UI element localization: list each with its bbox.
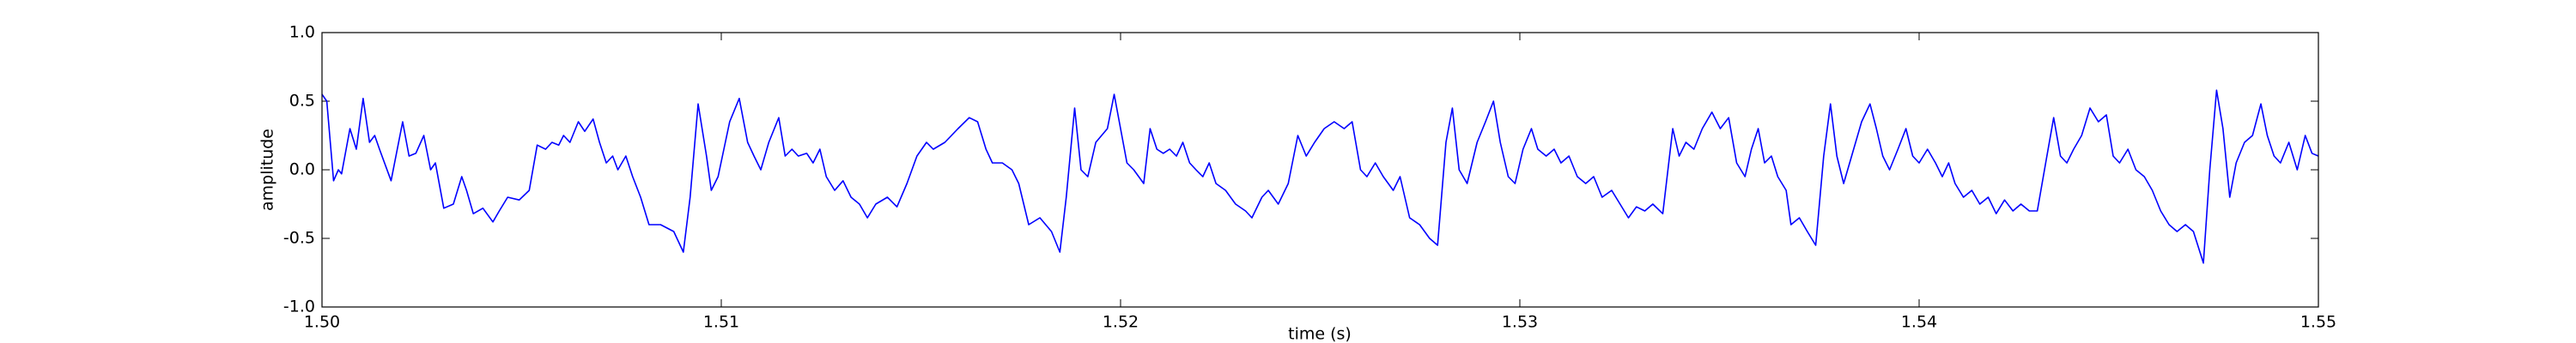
x-tick-label: 1.52 [1103, 313, 1139, 332]
x-tick-label: 1.55 [2300, 313, 2336, 332]
y-tick-label: 0.5 [289, 92, 315, 111]
x-tick-label: 1.54 [1901, 313, 1937, 332]
plot-frame [321, 32, 2319, 308]
y-tick-label: -0.5 [283, 229, 315, 248]
plot-area [322, 33, 2318, 307]
x-tick-label: 1.53 [1502, 313, 1538, 332]
y-tick-label: -1.0 [283, 298, 315, 316]
x-tick-label: 1.50 [304, 313, 340, 332]
y-tick-label: 0.0 [289, 160, 315, 179]
signal-line [321, 89, 2319, 264]
x-tick-label: 1.51 [703, 313, 739, 332]
x-axis-label: time (s) [1288, 325, 1352, 343]
y-axis-label: amplitude [258, 129, 277, 211]
y-tick-label: 1.0 [289, 23, 315, 42]
